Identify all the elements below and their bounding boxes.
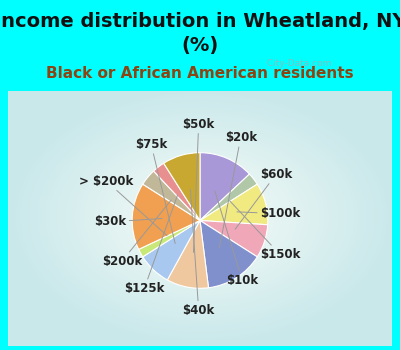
Wedge shape: [200, 174, 257, 220]
Text: Black or African American residents: Black or African American residents: [46, 66, 354, 82]
Wedge shape: [200, 153, 250, 220]
Text: $75k: $75k: [135, 138, 175, 244]
Wedge shape: [143, 220, 200, 280]
Text: $20k: $20k: [220, 131, 257, 247]
Text: $150k: $150k: [230, 201, 300, 261]
Text: $100k: $100k: [237, 207, 300, 220]
Text: $50k: $50k: [182, 118, 215, 252]
Text: $125k: $125k: [124, 195, 178, 295]
Wedge shape: [154, 163, 200, 220]
Wedge shape: [200, 220, 268, 257]
Text: > $200k: > $200k: [79, 175, 167, 236]
Text: $40k: $40k: [182, 189, 215, 316]
Text: City-Data.com: City-Data.com: [261, 60, 331, 69]
Wedge shape: [167, 220, 208, 288]
Wedge shape: [143, 171, 200, 220]
Wedge shape: [132, 184, 200, 249]
Text: $10k: $10k: [215, 191, 258, 287]
Wedge shape: [200, 184, 268, 225]
Text: $60k: $60k: [235, 168, 292, 229]
Wedge shape: [164, 153, 200, 220]
Text: $30k: $30k: [94, 215, 162, 228]
Wedge shape: [200, 220, 257, 288]
Text: Income distribution in Wheatland, NY
(%): Income distribution in Wheatland, NY (%): [0, 12, 400, 55]
Wedge shape: [139, 220, 200, 257]
Text: $200k: $200k: [102, 200, 171, 268]
